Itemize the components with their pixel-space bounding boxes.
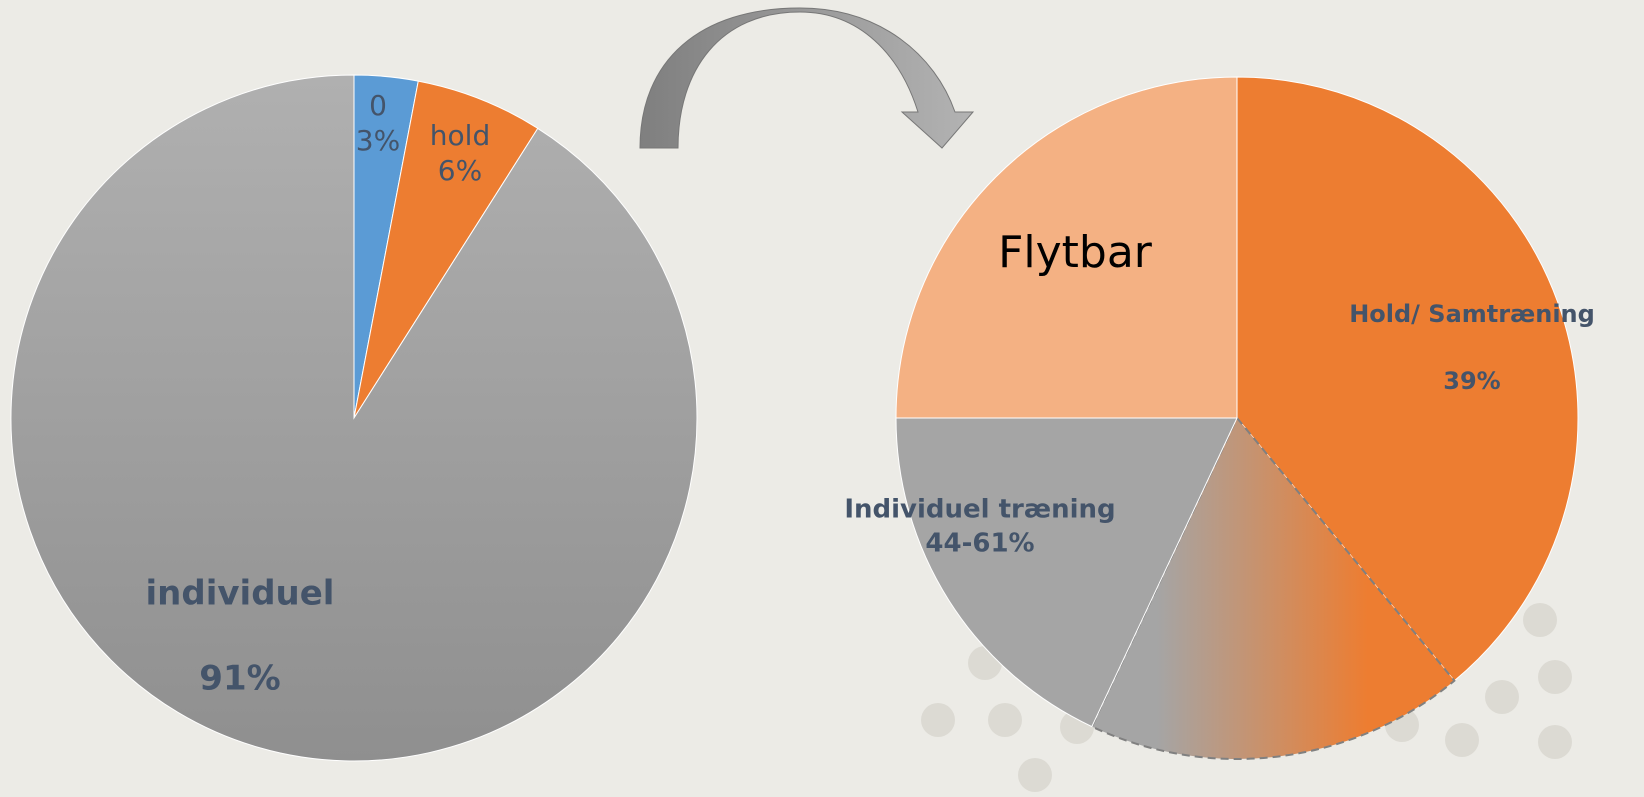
annotation: 44-61%	[925, 529, 1034, 559]
slice-label: Individuel træning	[844, 495, 1115, 525]
slice-label: individuel	[146, 574, 335, 614]
slice-label: hold	[430, 119, 490, 152]
pie-slice	[1090, 416, 1456, 760]
arrow	[639, 7, 975, 149]
pie-slice	[353, 80, 539, 419]
annotation: 39%	[1443, 367, 1500, 395]
pie-slice	[895, 76, 1238, 419]
slice-value-label: 6%	[438, 154, 482, 187]
slice-label: Flytbar	[998, 227, 1153, 278]
slice-label: Hold/ Samtræning	[1349, 300, 1595, 328]
pie-slice	[895, 417, 1238, 728]
slice-value-label: 91%	[199, 659, 280, 699]
slice-label: 0	[369, 89, 387, 122]
slice-value-label: 3%	[356, 124, 400, 157]
pie-slice	[1236, 76, 1579, 682]
pie-slice	[10, 74, 698, 762]
decor-dots	[921, 603, 1572, 792]
